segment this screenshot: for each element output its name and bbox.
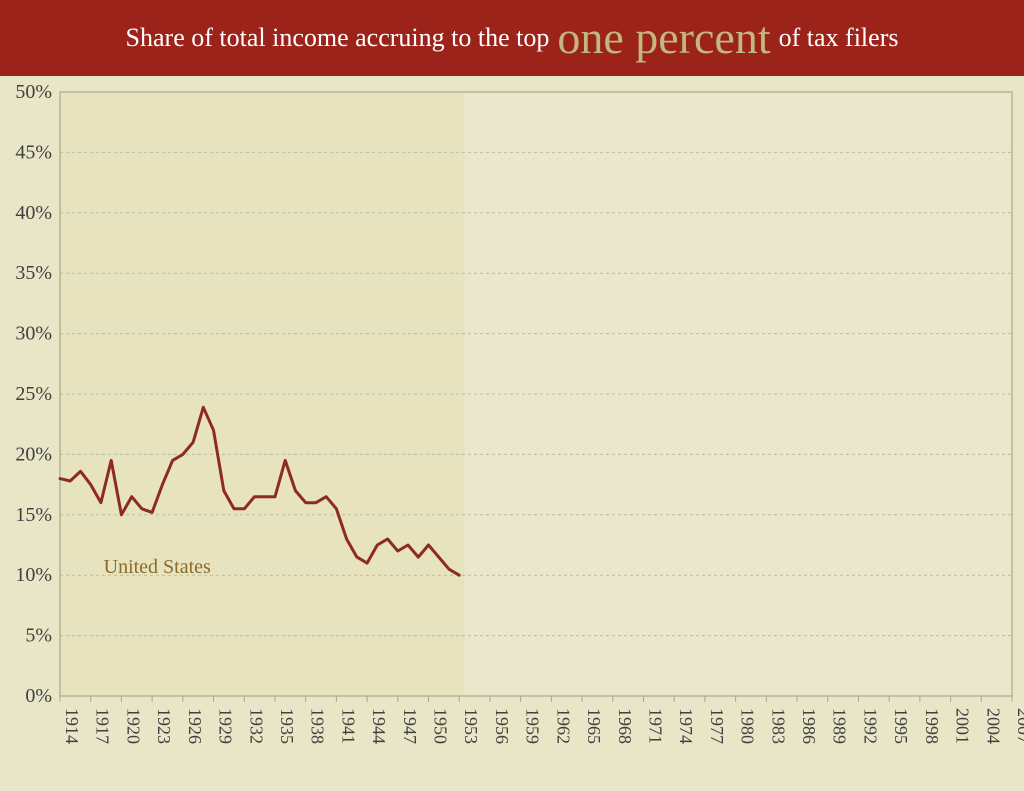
x-tick-label: 2007 [1014, 708, 1024, 744]
y-tick-label: 5% [25, 625, 52, 647]
x-tick-label: 1968 [615, 708, 635, 744]
x-tick-label: 1962 [553, 708, 573, 744]
title-text: Share of total income accruing to the to… [126, 25, 550, 51]
title-bar: Share of total income accruing to the to… [0, 0, 1024, 76]
x-tick-label: 1959 [523, 708, 543, 744]
x-tick-label: 1926 [185, 708, 205, 744]
x-tick-label: 1917 [93, 708, 113, 744]
x-tick-label: 1989 [830, 708, 850, 744]
x-tick-label: 1932 [246, 708, 266, 744]
x-tick-label: 1986 [799, 708, 819, 744]
y-tick-label: 15% [15, 504, 52, 526]
x-tick-label: 2001 [953, 708, 973, 744]
y-tick-label: 0% [25, 685, 52, 707]
y-tick-label: 30% [15, 323, 52, 345]
x-tick-label: 1998 [922, 708, 942, 744]
x-tick-label: 1947 [400, 708, 420, 744]
x-tick-label: 1950 [431, 708, 451, 744]
title-text: of tax filers [779, 25, 899, 51]
y-tick-label: 40% [15, 202, 52, 224]
x-tick-label: 1944 [369, 708, 389, 744]
x-tick-label: 1980 [738, 708, 758, 744]
x-tick-label: 1977 [707, 708, 727, 744]
income-share-line-chart: 0% 5% 10% 15% 20% 25% 30% 35% 40% 45% 50% 1914 1917 1… [0, 76, 1024, 791]
x-tick-label: 1953 [461, 708, 481, 744]
title-emphasis: one percent [549, 15, 778, 61]
y-tick-label: 45% [15, 141, 52, 163]
series-label: United States [104, 556, 211, 578]
x-tick-label: 2004 [983, 708, 1003, 744]
x-tick-label: 1971 [645, 708, 665, 744]
x-tick-label: 1914 [62, 708, 82, 744]
x-tick-label: 1920 [123, 708, 143, 744]
x-tick-label: 1983 [768, 708, 788, 744]
y-tick-label: 50% [15, 81, 52, 103]
x-tick-label: 1929 [216, 708, 236, 744]
x-tick-label: 1935 [277, 708, 297, 744]
x-tick-label: 1956 [492, 708, 512, 744]
y-tick-label: 25% [15, 383, 52, 405]
x-tick-label: 1923 [154, 708, 174, 744]
x-tick-label: 1974 [676, 708, 696, 744]
x-tick-label: 1965 [584, 708, 604, 744]
x-tick-label: 1938 [308, 708, 328, 744]
y-tick-label: 20% [15, 443, 52, 465]
x-tick-label: 1941 [338, 708, 358, 744]
x-tick-label: 1995 [891, 708, 911, 744]
x-tick-label: 1992 [860, 708, 880, 744]
y-tick-label: 10% [15, 564, 52, 586]
y-tick-label: 35% [15, 262, 52, 284]
